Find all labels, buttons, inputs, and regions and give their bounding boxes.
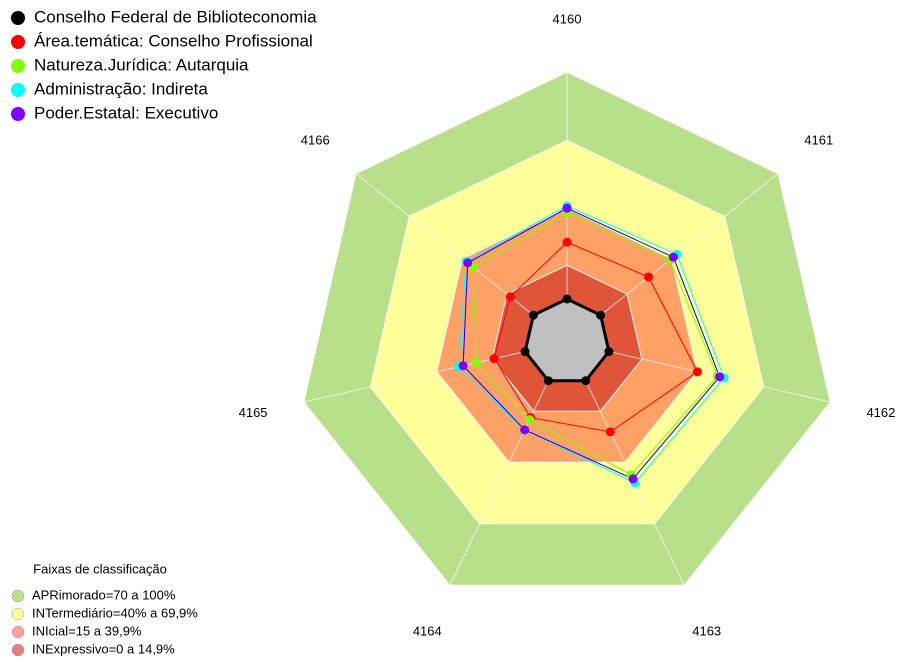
plot — [454, 201, 729, 488]
legend-label: Poder.Estatal: Executivo — [34, 103, 218, 122]
axis-label: 4162 — [866, 405, 895, 420]
legend-marker — [11, 107, 25, 121]
bands: 4160 4161 4162 4163 4164 4165 4166 — [239, 11, 896, 638]
spoke — [303, 351, 526, 403]
data-point — [489, 354, 499, 364]
band-legend-marker — [11, 589, 25, 603]
data-point — [596, 310, 606, 320]
band-legend-label: INIcial=15 a 39,9% — [32, 623, 142, 638]
data-point — [668, 252, 678, 262]
legend-label: Administração: Indireta — [34, 79, 208, 98]
spoke — [355, 173, 534, 316]
band-legend-marker — [11, 625, 25, 639]
data-point — [581, 376, 591, 386]
legend-marker — [11, 11, 25, 25]
center-hole — [525, 299, 609, 381]
data-point — [562, 237, 572, 247]
data-point — [471, 358, 481, 368]
data-point — [604, 347, 614, 357]
data-point — [562, 294, 572, 304]
data-point — [628, 474, 638, 484]
bands-title: Faixas de classificação — [33, 561, 167, 576]
axis-label: 4164 — [413, 624, 442, 639]
data-point — [525, 415, 535, 425]
band-legend-marker — [11, 607, 25, 621]
band-legend-label: APRimorado=70 a 100% — [32, 587, 176, 602]
data-point — [605, 427, 615, 437]
data-point — [562, 203, 572, 213]
series-line — [523, 297, 611, 383]
legend-marker — [11, 59, 25, 73]
band-legend-label: INExpressivo=0 a 14,9% — [32, 641, 175, 656]
series-line — [458, 205, 725, 484]
data-point — [520, 425, 530, 435]
band-legend-label: INTermediário=40% a 69,9% — [32, 605, 198, 620]
legend-marker — [11, 83, 25, 97]
series-line — [493, 241, 699, 433]
data-point — [528, 310, 538, 320]
band-legend-marker — [11, 643, 25, 657]
series-line — [472, 212, 718, 476]
legend-label: Natureza.Jurídica: Autarquia — [34, 55, 249, 74]
axis-label: 4160 — [553, 11, 582, 26]
axis-label: 4163 — [692, 624, 721, 639]
axis-label: 4161 — [804, 133, 833, 148]
data-point — [644, 272, 654, 282]
legend-label: Área.temática: Conselho Profissional — [34, 31, 313, 50]
data-point — [692, 367, 702, 377]
data-point — [520, 347, 530, 357]
spoke — [600, 173, 779, 316]
series-line — [462, 207, 721, 480]
data-point — [505, 292, 515, 302]
axis-label: 4166 — [301, 133, 330, 148]
data-point — [458, 361, 468, 371]
data-point — [463, 258, 473, 268]
legend-label: Conselho Federal de Biblioteconomia — [34, 7, 317, 26]
legend-marker — [11, 35, 25, 49]
data-point — [715, 372, 725, 382]
data-point — [543, 376, 553, 386]
axis-label: 4165 — [239, 405, 268, 420]
